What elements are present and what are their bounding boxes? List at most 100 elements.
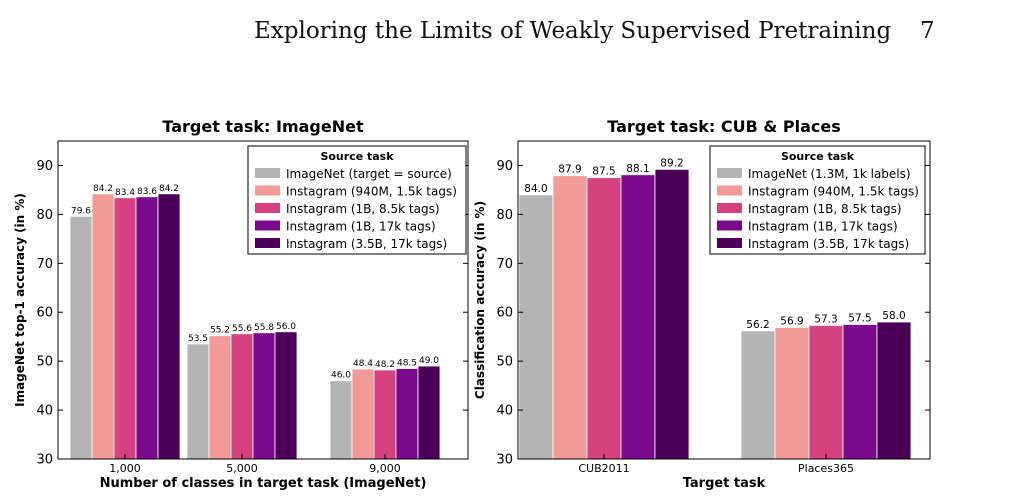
y-tick-label: 90 [36, 159, 53, 174]
data-label: 83.4 [115, 188, 135, 198]
bar-5-1 [654, 168, 690, 460]
legend-entry: Instagram (940M, 1.5k tags) [286, 185, 457, 199]
x-axis-label: Target task [683, 476, 766, 491]
page-number: 7 [920, 18, 935, 44]
legend-swatch-1 [255, 168, 280, 178]
data-label: 84.0 [524, 183, 547, 195]
data-label: 88.1 [626, 163, 649, 175]
plot-frame [57, 140, 469, 460]
legend-swatch-5 [255, 238, 280, 248]
y-tick-label: 50 [496, 355, 513, 370]
bar-1-1 [69, 215, 93, 460]
plot-frame [517, 140, 931, 460]
bar-4-3 [395, 368, 419, 460]
legend-swatch-3 [717, 203, 742, 213]
x-tick-label: 1,000 [109, 462, 141, 475]
y-tick-label: 70 [36, 257, 53, 272]
data-label: 46.0 [331, 371, 351, 381]
running-title: Exploring the Limits of Weakly Supervise… [254, 18, 892, 44]
legend-entry: Instagram (1B, 17k tags) [286, 220, 436, 234]
bar-5-2 [876, 321, 912, 460]
legend-entry: ImageNet (target = source) [286, 167, 452, 181]
legend-entry: Instagram (1B, 8.5k tags) [286, 202, 440, 216]
y-tick-label: 90 [496, 159, 513, 174]
data-label: 87.9 [558, 164, 581, 176]
data-label: 84.2 [93, 184, 113, 194]
bar-3-2 [808, 325, 844, 460]
data-label: 79.6 [71, 206, 91, 216]
x-tick-label: 5,000 [226, 462, 258, 475]
legend-entry: Instagram (3.5B, 17k tags) [286, 237, 447, 251]
legend: Source task ImageNet (1.3M, 1k labels) Ins… [709, 145, 926, 255]
page-header: Exploring the Limits of Weakly Supervise… [0, 18, 1015, 52]
y-tick-label: 80 [36, 208, 53, 223]
data-label: 55.8 [254, 323, 274, 333]
data-label: 55.6 [232, 324, 252, 334]
bar-5-1 [157, 193, 181, 460]
chart-panel-1: Target task: ImageNet 79.6 53.5 46.0 84.2 55.… [13, 117, 469, 491]
data-label: 56.2 [746, 319, 769, 331]
bar-4-1 [620, 174, 656, 460]
legend-box [247, 145, 467, 255]
y-tick-label: 60 [496, 306, 513, 321]
legend: Source task ImageNet (target = source) Ins… [247, 145, 467, 255]
bar-5-3 [417, 365, 441, 460]
legend-title: Source task [320, 150, 394, 163]
bar-2-3 [351, 368, 375, 460]
data-label: 56.0 [276, 322, 296, 332]
chart-title: Target task: CUB & Places [607, 117, 841, 136]
y-axis-label: Classification accuracy (in %) [473, 201, 487, 399]
bar-5-2 [274, 331, 298, 460]
data-label: 57.3 [814, 313, 837, 325]
x-tick-label: Places365 [798, 462, 854, 475]
legend-swatch-4 [717, 220, 742, 231]
bar-2-2 [774, 326, 810, 460]
data-label: 48.4 [353, 359, 373, 369]
bar-1-2 [186, 343, 210, 460]
data-label: 56.9 [780, 315, 803, 327]
data-label: 58.0 [882, 310, 905, 322]
legend-entry: ImageNet (1.3M, 1k labels) [748, 167, 911, 181]
y-axis-label: ImageNet top-1 accuracy (in %) [13, 193, 27, 407]
data-label: 57.5 [848, 312, 871, 324]
bar-3-2 [230, 333, 254, 460]
legend-swatch-2 [717, 185, 742, 196]
legend-title: Source task [781, 150, 855, 163]
bar-4-2 [252, 332, 276, 460]
data-label: 48.5 [397, 358, 417, 368]
y-tick-label: 60 [36, 306, 53, 321]
y-tick-label: 50 [36, 355, 53, 370]
bar-4-2 [842, 324, 878, 460]
y-tick-label: 80 [496, 208, 513, 223]
legend-box [709, 145, 926, 255]
legend-entry: Instagram (1B, 17k tags) [748, 220, 898, 234]
data-label: 53.5 [188, 334, 208, 344]
y-tick-label: 70 [496, 257, 513, 272]
bar-2-1 [91, 193, 115, 460]
y-tick-label: 40 [36, 404, 53, 419]
y-tick-label: 30 [36, 453, 53, 468]
legend-swatch-1 [717, 168, 742, 178]
data-label: 83.6 [137, 187, 157, 197]
x-axis-label: Number of classes in target task (ImageN… [100, 476, 427, 491]
y-tick-label: 30 [496, 453, 513, 468]
data-label: 48.2 [375, 360, 395, 370]
bar-2-1 [552, 175, 588, 460]
bar-3-3 [373, 369, 397, 460]
legend-swatch-5 [717, 238, 742, 248]
data-label: 55.2 [210, 326, 230, 336]
chart-panel-2: Target task: CUB & Places 84.0 56.2 87.9 56.… [473, 117, 931, 491]
x-tick-label: 9,000 [369, 462, 401, 475]
bar-4-1 [135, 196, 159, 460]
bar-2-2 [208, 335, 232, 460]
legend-swatch-4 [255, 220, 280, 231]
data-label: 89.2 [660, 157, 683, 169]
x-tick-label: CUB2011 [578, 462, 629, 475]
data-label: 87.5 [592, 166, 615, 178]
data-label: 84.2 [159, 184, 179, 194]
legend-entry: Instagram (3.5B, 17k tags) [748, 237, 909, 251]
legend-swatch-3 [255, 203, 280, 213]
bar-1-3 [329, 380, 353, 460]
legend-entry: Instagram (940M, 1.5k tags) [748, 185, 919, 199]
